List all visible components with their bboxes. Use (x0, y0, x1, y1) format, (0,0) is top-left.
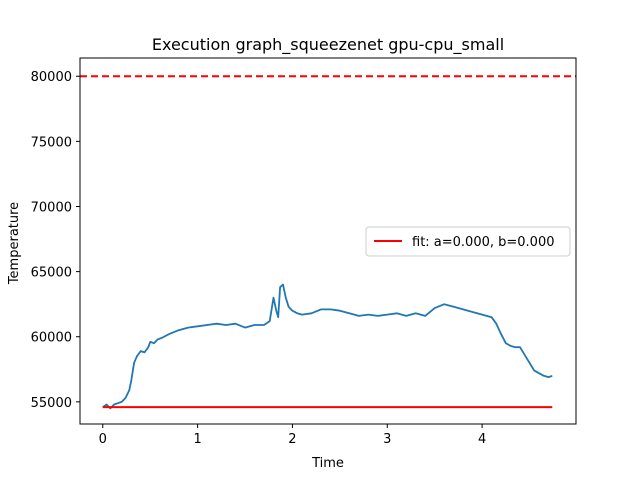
y-tick-label: 65000 (31, 266, 72, 281)
y-tick-label: 60000 (31, 331, 72, 346)
y-tick-label: 75000 (31, 135, 72, 150)
x-tick-label: 4 (478, 432, 486, 447)
plot-area (79, 57, 577, 425)
axes-frame (79, 57, 577, 425)
y-axis-ticks: 55000 60000 65000 70000 75000 80000 (31, 70, 80, 411)
x-tick-label: 2 (288, 432, 296, 447)
series-line-0 (102, 283, 553, 410)
x-tick-label: 1 (193, 432, 201, 447)
y-tick-label: 70000 (31, 200, 72, 215)
chart-title: Execution graph_squeezenet gpu-cpu_small (152, 35, 504, 55)
x-tick-label: 0 (99, 432, 107, 447)
x-axis-label: Time (311, 456, 344, 471)
x-axis-ticks: 0 1 2 3 4 (99, 424, 486, 447)
y-tick-label: 55000 (31, 396, 72, 411)
legend-box (365, 226, 571, 257)
legend: fit: a=0.000, b=0.000 (365, 226, 571, 257)
y-tick-label: 80000 (31, 70, 72, 85)
x-tick-label: 3 (383, 432, 391, 447)
y-axis-label: Temperature (7, 202, 22, 285)
legend-fit-label: fit: a=0.000, b=0.000 (412, 235, 555, 250)
